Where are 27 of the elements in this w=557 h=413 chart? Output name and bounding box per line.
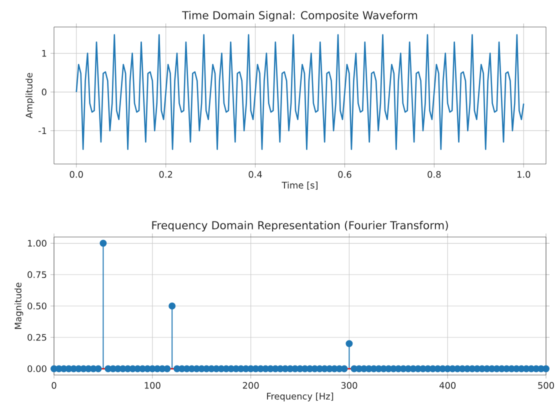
chart-title: Time Domain Signal: Composite Waveform	[182, 10, 418, 22]
x-tick-label: 0	[52, 382, 56, 389]
y-tick-label: -1	[38, 127, 46, 134]
y-axis-title: Magnitude	[14, 282, 24, 329]
line-series	[76, 34, 524, 150]
x-tick-label: 500	[538, 382, 554, 389]
x-tick-label: 0.8	[428, 171, 441, 178]
x-tick-label: 400	[439, 382, 456, 389]
y-tick-label: 0.75	[28, 271, 46, 278]
x-tick-label: 1.0	[518, 171, 530, 178]
x-tick-label: 0.2	[159, 171, 172, 178]
y-tick-label: 0	[42, 88, 46, 96]
x-axis-title: Time [s]	[282, 182, 318, 190]
x-tick-label: 300	[341, 382, 358, 389]
x-tick-label: 0.0	[70, 171, 83, 178]
y-tick-label: 0.50	[28, 302, 46, 310]
y-tick-label: 0.00	[28, 365, 46, 372]
x-tick-label: 0.4	[248, 171, 262, 178]
x-tick-label: 0.6	[338, 171, 352, 178]
y-tick-label: 0.25	[28, 334, 46, 341]
x-axis-title: Frequency [Hz]	[267, 392, 334, 402]
chart-title: Frequency Domain Representation (Fourier Transform)	[152, 220, 448, 232]
x-tick-label: 100	[144, 382, 160, 389]
y-axis-title: Amplitude	[26, 72, 34, 118]
y-tick-label: 1.00	[28, 240, 46, 247]
x-tick-label: 200	[242, 382, 259, 389]
y-tick-label: 1	[42, 50, 46, 57]
